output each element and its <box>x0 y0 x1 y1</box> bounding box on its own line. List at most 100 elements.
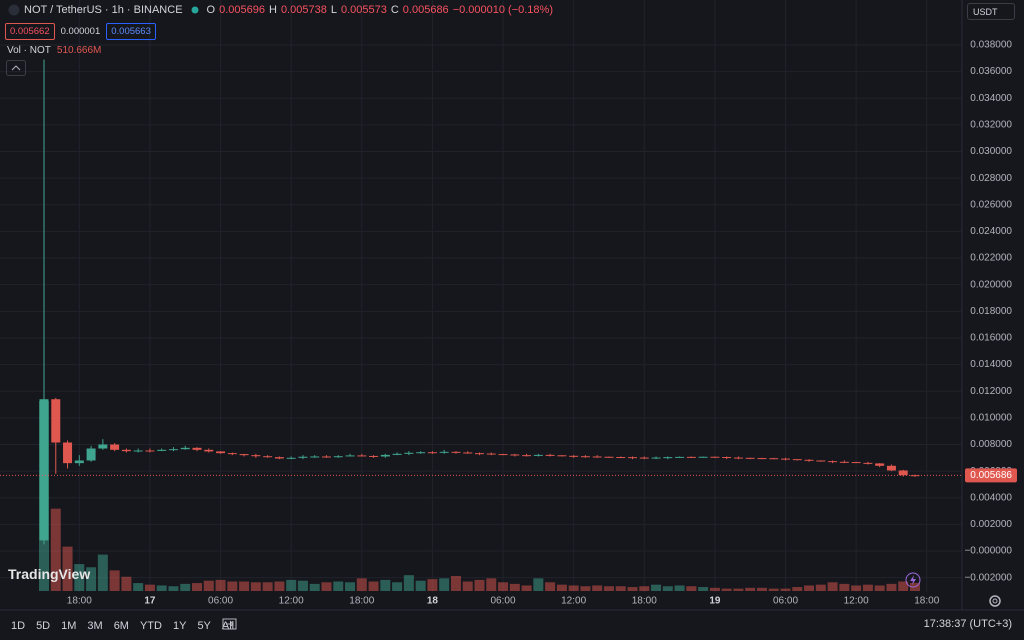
symbol-icon <box>8 4 20 16</box>
range-button[interactable]: 5Y <box>197 620 211 632</box>
x-tick-label: 17 <box>144 596 156 607</box>
replay-icon[interactable] <box>222 617 238 631</box>
volume-bar <box>462 581 473 591</box>
volume-bar <box>651 584 662 591</box>
x-tick-label: 06:00 <box>773 596 798 607</box>
range-button[interactable]: 1M <box>61 620 77 632</box>
candle-body <box>816 460 826 462</box>
candle-body <box>404 452 414 454</box>
candle-body <box>121 449 131 452</box>
candle-body <box>651 457 661 459</box>
symbol[interactable]: NOT / TetherUS · 1h · BINANCE <box>24 4 183 16</box>
y-tick-label: 0.036000 <box>970 66 1012 77</box>
candle-body <box>263 456 273 458</box>
range-button[interactable]: 1D <box>11 620 26 632</box>
candle-body <box>781 458 791 460</box>
range-button[interactable]: YTD <box>139 620 162 632</box>
collapse-button[interactable] <box>6 60 26 76</box>
volume-bar <box>156 585 167 591</box>
lightning-icon[interactable] <box>905 572 921 588</box>
volume-bar <box>686 586 697 591</box>
volume-bar <box>309 583 320 591</box>
candle-body <box>698 456 708 458</box>
candle-body <box>110 444 120 450</box>
y-tick-label: 0.034000 <box>970 93 1012 104</box>
volume-bar <box>839 583 850 591</box>
candle-body <box>63 442 73 464</box>
volume-bar <box>86 567 97 591</box>
candle-body <box>722 457 732 459</box>
range-button[interactable]: 5D <box>36 620 51 632</box>
candle-body <box>251 455 261 457</box>
candle-body <box>875 463 885 466</box>
candle-body <box>898 470 908 476</box>
range-button[interactable]: 1Y <box>172 620 187 632</box>
volume-name: Vol · NOT <box>7 45 51 56</box>
symbol-header: NOT / TetherUS · 1h · BINANCE O 0.005696 … <box>8 4 553 16</box>
settings-icon[interactable] <box>988 594 1002 608</box>
x-tick-label: 18 <box>427 596 439 607</box>
volume-bar <box>851 585 862 591</box>
candle-body <box>675 456 685 458</box>
x-tick-label: 19 <box>709 596 721 607</box>
volume-bar <box>733 588 744 591</box>
candle-body <box>863 462 873 464</box>
candle-body <box>192 447 202 450</box>
volume-bar <box>674 585 685 591</box>
candle-body <box>298 456 308 458</box>
candle-body <box>733 457 743 459</box>
candle-body <box>380 454 390 457</box>
buy-box[interactable]: 0.005663 <box>106 23 156 40</box>
candle-body <box>286 457 296 459</box>
l-label: L <box>330 4 337 16</box>
candle-body <box>239 454 249 456</box>
y-tick-label: 0.018000 <box>970 306 1012 317</box>
y-tick-label: 0.032000 <box>970 120 1012 131</box>
sell-box[interactable]: 0.005662 <box>5 23 55 40</box>
order-boxes: 0.005662 0.000001 0.005663 <box>5 23 156 40</box>
y-tick-label: 0.038000 <box>970 40 1012 51</box>
currency-select[interactable]: USDT <box>967 3 1015 20</box>
y-tick-label: 0.020000 <box>970 279 1012 290</box>
candle-body <box>227 453 237 455</box>
y-tick-label: 0.010000 <box>970 413 1012 424</box>
last-price-label: 0.005686 <box>970 470 1012 481</box>
volume-bar <box>203 580 214 591</box>
candle-body <box>769 458 779 460</box>
volume-bar <box>768 588 779 591</box>
volume-bar <box>898 581 909 591</box>
range-button[interactable]: 6M <box>113 620 129 632</box>
candle-body <box>157 449 167 451</box>
x-tick-label: 12:00 <box>844 596 869 607</box>
range-button[interactable]: 3M <box>87 620 103 632</box>
x-tick-label: 18:00 <box>67 596 92 607</box>
x-tick-label: 18:00 <box>349 596 374 607</box>
candle-body <box>439 451 449 453</box>
volume-bar <box>721 588 732 591</box>
volume-bar <box>556 584 567 591</box>
volume-bar <box>403 575 414 591</box>
volume-bar <box>133 583 144 591</box>
candle-body <box>474 453 484 455</box>
volume-bar <box>368 581 379 591</box>
volume-bar <box>215 579 226 591</box>
volume-bar <box>286 579 297 591</box>
volume-bar <box>698 587 709 591</box>
candle-body <box>333 456 343 458</box>
volume-bar <box>180 583 191 591</box>
volume-bar <box>827 582 838 591</box>
candle-body <box>392 453 402 455</box>
clock: 17:38:37 (UTC+3) <box>923 618 1012 630</box>
x-tick-label: 18:00 <box>632 596 657 607</box>
y-tick-label: 0.004000 <box>970 492 1012 503</box>
candle-body <box>533 454 543 456</box>
candle-body <box>522 455 532 457</box>
volume-bar <box>250 582 261 591</box>
candle-body <box>321 456 331 458</box>
volume-bar <box>321 582 332 591</box>
volume-bar <box>780 588 791 591</box>
candle-body <box>451 451 461 453</box>
volume-bar <box>415 580 426 591</box>
candle-body <box>39 399 49 541</box>
